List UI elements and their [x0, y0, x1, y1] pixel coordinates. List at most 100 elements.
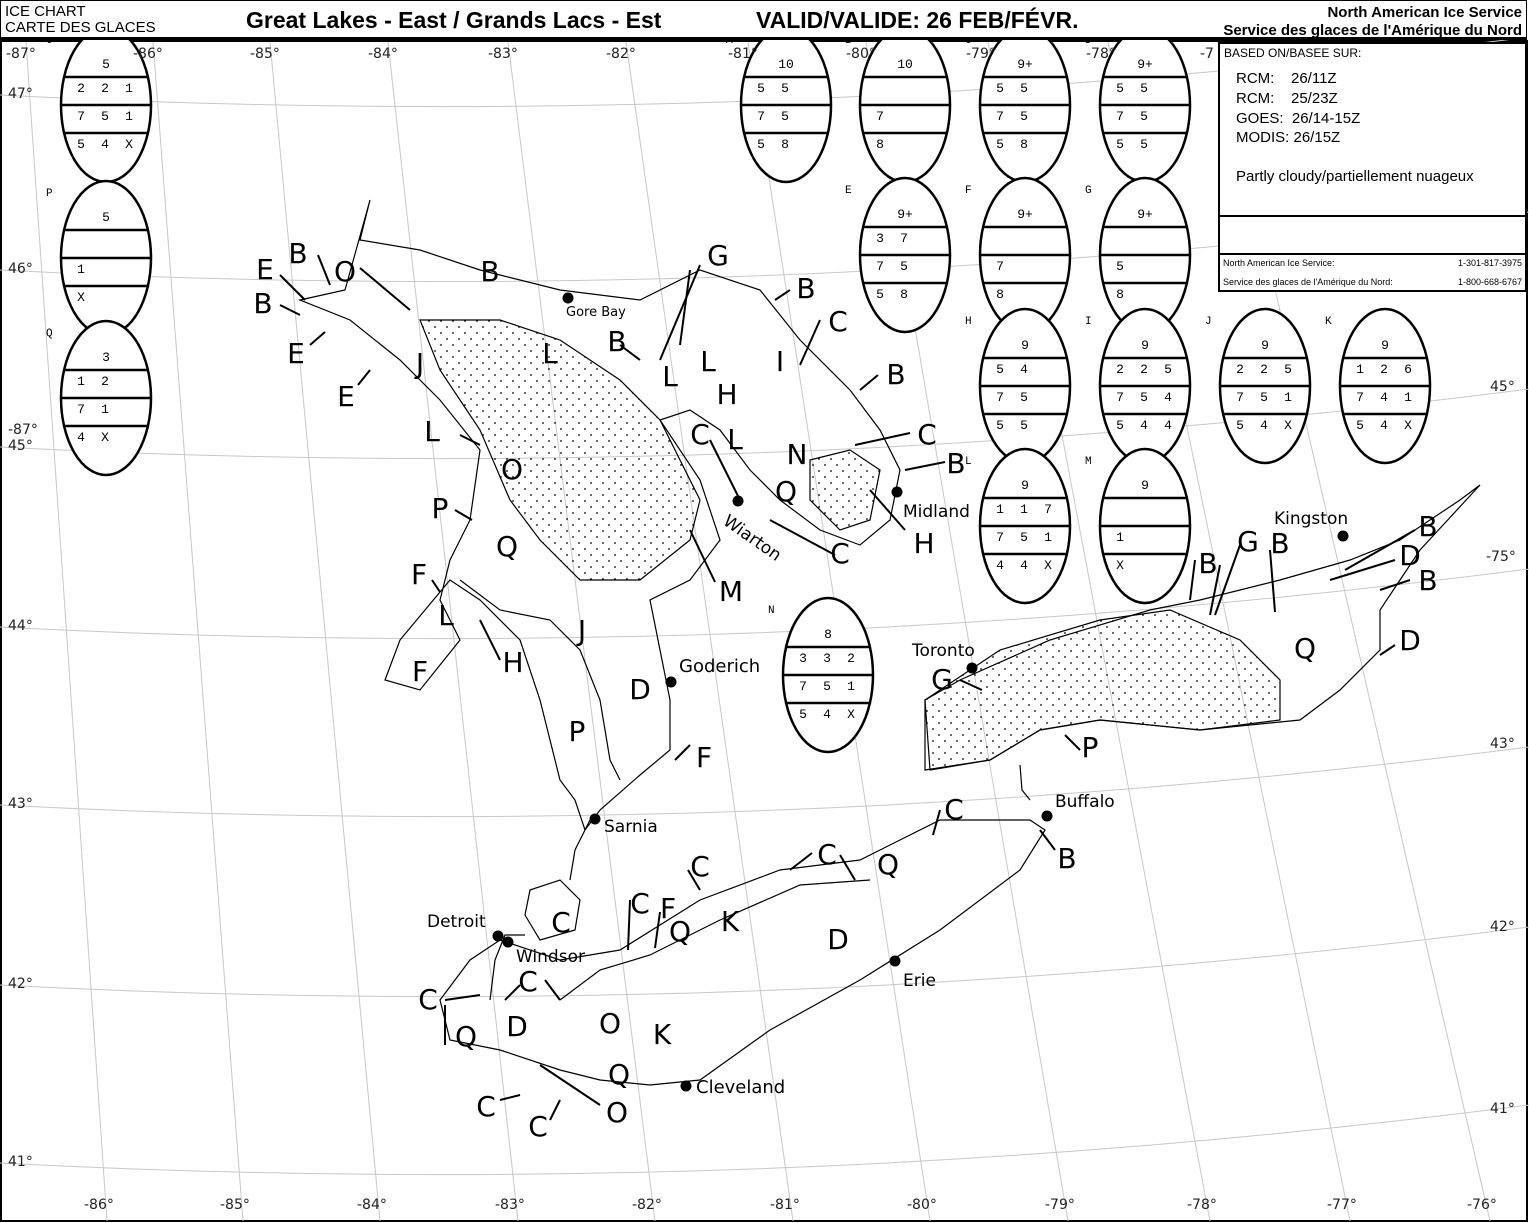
zone-label: D [629, 673, 651, 706]
egg-code-K: K 9 1 2 6 7 4 1 5 4 X [1325, 307, 1432, 465]
lat-label: 45° [8, 438, 33, 454]
egg-stages-of-development: 7 [1116, 109, 1124, 124]
zone-label: Q [669, 915, 691, 948]
egg-id: D [1085, 40, 1092, 47]
chart-header: ICE CHART CARTE DES GLACES Great Lakes -… [0, 0, 1527, 40]
zone-label: E [337, 380, 355, 413]
zone-label: B [1198, 547, 1217, 580]
egg-floe-sizes: 4 [77, 430, 85, 445]
zone-label: C [944, 793, 964, 826]
egg-partial-concentrations: 5 [1284, 362, 1292, 377]
zone-label: O [599, 1007, 621, 1040]
leader-lines [279, 254, 1416, 1121]
leader-line [1209, 564, 1221, 616]
lon-label: -83° [495, 1197, 525, 1213]
zone-label: G [931, 663, 953, 696]
zone-label: B [1418, 510, 1437, 543]
zone-label: G [1237, 525, 1259, 558]
lon-label: -82° [606, 46, 636, 62]
egg-floe-sizes: 4 [101, 137, 109, 152]
egg-floe-sizes: 8 [876, 137, 884, 152]
egg-floe-sizes: X [1284, 418, 1292, 433]
egg-partial-concentrations: 5 [757, 81, 765, 96]
lon-label: -83° [488, 46, 518, 62]
egg-code-I: I 9 2 2 5 7 5 4 5 4 4 [1085, 307, 1192, 465]
zone-label: M [719, 575, 743, 608]
egg-id: G [1085, 185, 1092, 197]
zone-label: C [518, 965, 538, 998]
leader-line [549, 1099, 561, 1121]
egg-code-L: L 9 1 1 7 7 5 1 4 4 X [965, 447, 1072, 605]
city-label-toronto: Toronto [912, 641, 975, 661]
parallel-line [0, 746, 1529, 818]
egg-floe-sizes: 5 [876, 287, 884, 302]
lon-label: -84° [368, 46, 398, 62]
zone-label: P [1082, 731, 1099, 764]
zone-label: D [1399, 539, 1421, 572]
city-label-sarnia: Sarnia [604, 817, 658, 837]
based-on-title: BASED ON/BASEE SUR: [1224, 46, 1362, 60]
egg-total-concentration: 9 [1021, 338, 1029, 353]
meridian-line [152, 41, 244, 1222]
lon-label: -87° [6, 46, 36, 62]
egg-partial-concentrations: 2 [101, 81, 109, 96]
city-marker [562, 292, 574, 304]
egg-code-J: J 9 2 2 5 7 5 1 5 4 X [1205, 307, 1312, 465]
egg-stages-of-development: 5 [823, 679, 831, 694]
leader-line [1189, 559, 1196, 601]
egg-code-N: N 8 3 3 2 7 5 1 5 4 X [768, 596, 875, 754]
zone-label: C [830, 537, 850, 570]
leader-line [1329, 559, 1396, 581]
leader-line [1344, 529, 1416, 571]
zone-label: P [432, 492, 449, 525]
lon-label: -85° [220, 1197, 250, 1213]
lat-label: 47° [8, 86, 33, 102]
leader-line [1214, 544, 1241, 616]
leader-line [869, 489, 906, 531]
zone-label: I [776, 345, 784, 378]
meridian-line [507, 41, 656, 1222]
egg-floe-sizes: 8 [996, 287, 1004, 302]
source-item: GOES: 26/14-15Z [1236, 110, 1361, 127]
egg-stages-of-development: 7 [1356, 390, 1364, 405]
agency: North American Ice Service Service des g… [1223, 4, 1522, 40]
zone-label: P [569, 715, 586, 748]
leader-line [459, 434, 481, 446]
egg-total-concentration: 5 [102, 57, 110, 72]
lon-label: -80° [846, 46, 876, 62]
zone-label: F [411, 558, 427, 591]
leader-line [309, 331, 326, 346]
zone-label: B [946, 447, 965, 480]
zone-label: J [576, 614, 586, 647]
city-marker [1337, 530, 1349, 542]
leader-line [689, 529, 716, 583]
egg-floe-sizes: X [125, 137, 133, 152]
egg-id: K [1325, 316, 1332, 328]
city-label-midland: Midland [903, 502, 970, 522]
egg-floe-sizes: X [847, 707, 855, 722]
chart-label: ICE CHART CARTE DES GLACES [5, 4, 156, 36]
leader-line [904, 461, 946, 471]
zone-label: C [418, 983, 438, 1016]
egg-floe-sizes: 8 [781, 137, 789, 152]
egg-stages-of-development: 5 [900, 259, 908, 274]
egg-floe-sizes: 8 [1020, 137, 1028, 152]
niagara-river [1019, 764, 1031, 801]
leader-line [854, 432, 911, 446]
egg-id: O [46, 40, 53, 47]
city-marker [502, 936, 514, 948]
parallel-line [0, 926, 1529, 998]
zone-label: L [542, 337, 558, 370]
lon-label: -79° [966, 46, 996, 62]
egg-stages-of-development: 7 [757, 109, 765, 124]
lon-label: -86° [84, 1197, 114, 1213]
egg-stages-of-development: 5 [1116, 259, 1124, 274]
egg-stages-of-development: 5 [1260, 390, 1268, 405]
egg-partial-concentrations: 2 [1260, 362, 1268, 377]
egg-stages-of-development: 5 [1020, 530, 1028, 545]
egg-partial-concentrations: 5 [1164, 362, 1172, 377]
meridian-line [387, 41, 519, 1222]
zone-label: L [424, 415, 440, 448]
